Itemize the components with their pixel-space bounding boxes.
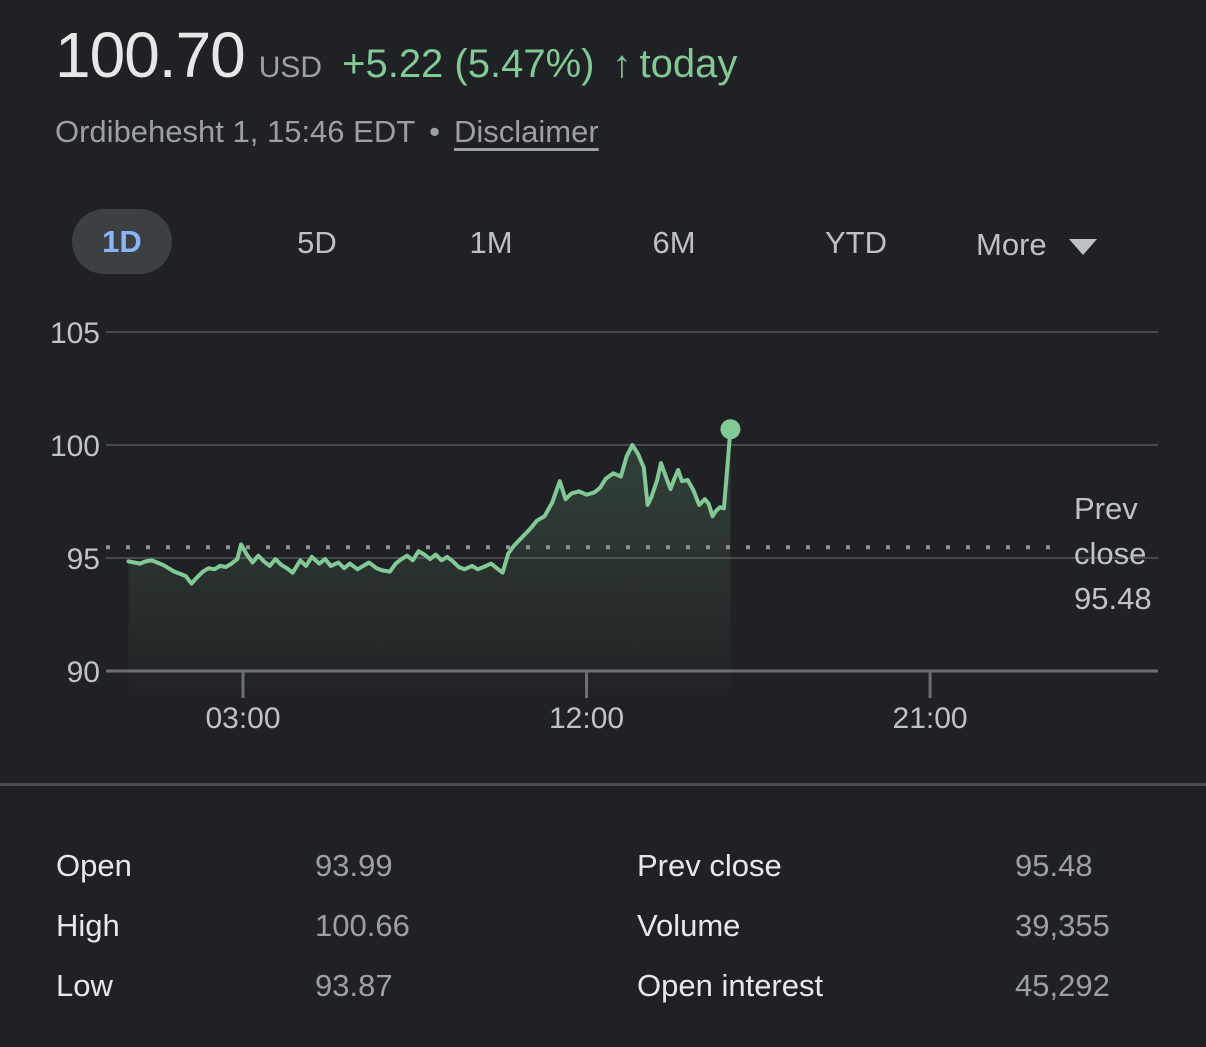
dot-separator: • bbox=[429, 114, 441, 149]
stats-column-right: Prev close 95.48 Volume 39,355 Open inte… bbox=[637, 836, 1197, 1016]
stat-row-open: Open 93.99 bbox=[56, 836, 616, 896]
prev-close-annotation-line1: Prev bbox=[1074, 491, 1138, 526]
section-divider bbox=[0, 783, 1206, 786]
disclaimer-link[interactable]: Disclaimer bbox=[454, 114, 599, 149]
stat-value: 100.66 bbox=[315, 908, 410, 943]
tab-1m[interactable]: 1M bbox=[469, 225, 513, 260]
stat-value: 93.99 bbox=[315, 848, 393, 883]
tab-1d[interactable]: 1D bbox=[72, 209, 172, 274]
quote-timestamp: Ordibehesht 1, 15:46 EDT bbox=[55, 114, 416, 149]
svg-text:21:00: 21:00 bbox=[893, 702, 968, 735]
currency-code: USD bbox=[258, 51, 323, 84]
svg-text:100: 100 bbox=[50, 430, 100, 463]
stat-label: Open interest bbox=[637, 968, 824, 1003]
tab-6m[interactable]: 6M bbox=[652, 225, 696, 260]
tab-more[interactable]: More bbox=[976, 227, 1097, 263]
svg-text:12:00: 12:00 bbox=[549, 702, 624, 735]
svg-text:105: 105 bbox=[50, 317, 100, 350]
chart-axis-labels: 90 95 100 105 03:00 12:00 21:00 bbox=[50, 317, 968, 735]
stat-label: High bbox=[56, 908, 120, 943]
stat-label: Prev close bbox=[637, 848, 782, 883]
price-chart[interactable]: 90 95 100 105 03:00 12:00 21:00 bbox=[0, 300, 1206, 770]
stat-value: 93.87 bbox=[315, 968, 393, 1003]
tab-5d[interactable]: 5D bbox=[297, 225, 337, 260]
arrow-up-icon: ↑ bbox=[612, 44, 632, 86]
svg-text:95: 95 bbox=[67, 543, 100, 576]
tab-1d-label: 1D bbox=[102, 223, 142, 259]
stat-label: Low bbox=[56, 968, 113, 1003]
price-change: +5.22 (5.47%) bbox=[342, 42, 595, 86]
stat-row-high: High 100.66 bbox=[56, 896, 616, 956]
prev-close-annotation: Prev close 95.48 bbox=[1074, 486, 1152, 621]
change-period: today bbox=[639, 42, 738, 86]
stat-label: Open bbox=[56, 848, 132, 883]
stat-row-volume: Volume 39,355 bbox=[637, 896, 1197, 956]
stat-value: 39,355 bbox=[1015, 908, 1110, 943]
price-header: 100.70 USD +5.22 (5.47%) ↑ today bbox=[55, 18, 737, 92]
chevron-down-icon bbox=[1068, 239, 1097, 255]
prev-close-annotation-line2: close bbox=[1074, 536, 1147, 571]
stat-value: 45,292 bbox=[1015, 968, 1110, 1003]
stat-row-open-interest: Open interest 45,292 bbox=[637, 956, 1197, 1016]
svg-text:90: 90 bbox=[67, 656, 100, 689]
tab-more-label: More bbox=[976, 227, 1047, 262]
tab-ytd[interactable]: YTD bbox=[825, 225, 887, 260]
stat-value: 95.48 bbox=[1015, 848, 1093, 883]
stats-column-left: Open 93.99 High 100.66 Low 93.87 bbox=[56, 836, 616, 1016]
last-price-dot bbox=[720, 419, 741, 440]
price-line bbox=[126, 427, 733, 586]
stat-row-prev-close: Prev close 95.48 bbox=[637, 836, 1197, 896]
current-price: 100.70 bbox=[55, 19, 246, 91]
prev-close-annotation-value: 95.48 bbox=[1074, 581, 1152, 616]
quote-timestamp-row: Ordibehesht 1, 15:46 EDT • Disclaimer bbox=[55, 114, 599, 150]
stat-label: Volume bbox=[637, 908, 741, 943]
stat-row-low: Low 93.87 bbox=[56, 956, 616, 1016]
svg-text:03:00: 03:00 bbox=[205, 702, 280, 735]
